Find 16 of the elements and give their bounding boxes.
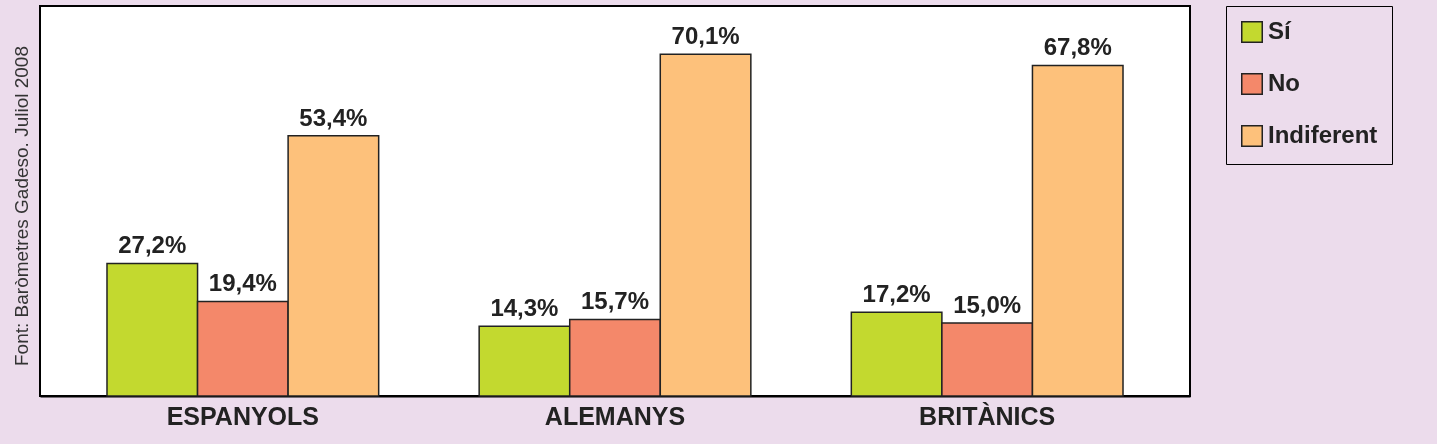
x-tick-label: BRITÀNICS [919,401,1056,430]
data-label: 67,8% [1043,33,1112,61]
legend-label: Sí [1268,17,1293,44]
data-label: 17,2% [862,280,931,308]
data-label: 70,1% [671,22,740,50]
data-label: 53,4% [299,103,368,131]
data-label: 15,7% [580,287,650,315]
data-label: 15,0% [953,290,1022,318]
text: Font: Baròmetres Gadeso. Juliol 2008 [11,45,33,367]
legend-label: Indiferent [1268,121,1378,148]
x-tick-label: ALEMANYS [544,401,686,430]
x-tick-label: ESPANYOLS [166,401,319,430]
data-label: 19,4% [208,269,277,297]
data-label: 27,2% [118,231,187,259]
legend-label: No [1268,69,1300,96]
data-label: 14,3% [490,294,559,322]
